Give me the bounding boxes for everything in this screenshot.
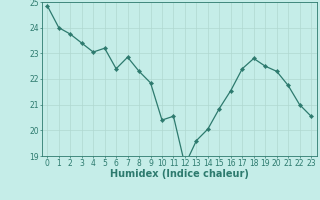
X-axis label: Humidex (Indice chaleur): Humidex (Indice chaleur) <box>110 169 249 179</box>
